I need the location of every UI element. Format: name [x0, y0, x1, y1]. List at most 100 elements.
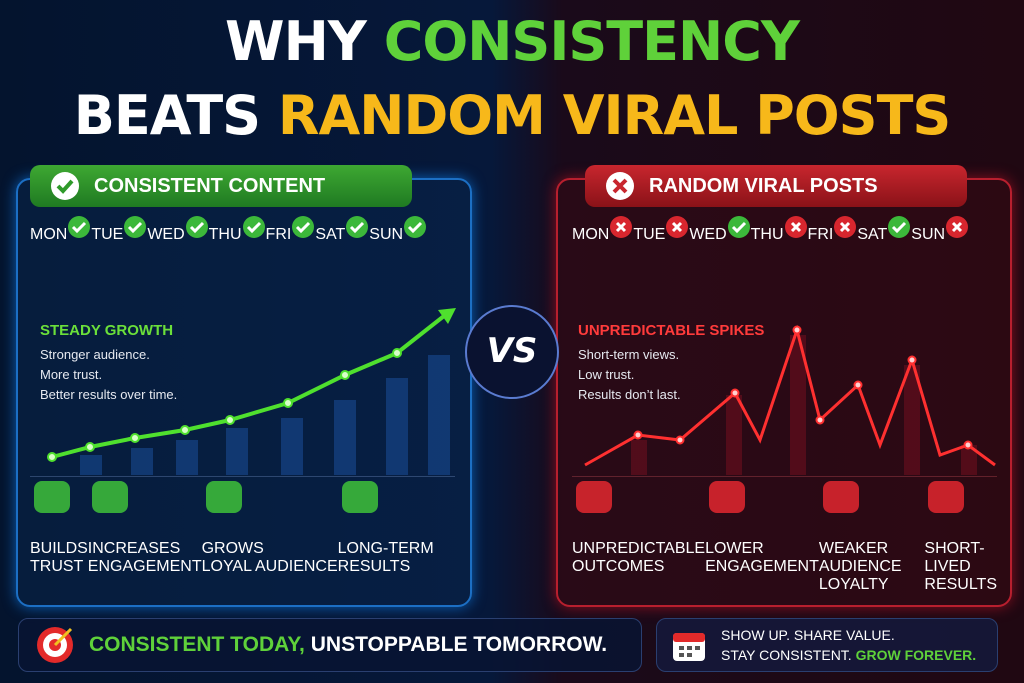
- day: WED: [147, 215, 208, 297]
- day: THU: [751, 215, 808, 297]
- check-icon: [51, 172, 79, 200]
- tagline-green: GROW FOREVER.: [855, 647, 977, 663]
- line: Better results over time.: [40, 387, 178, 402]
- check-icon: [292, 216, 315, 238]
- check-icon: [68, 216, 91, 238]
- day-label: WED: [147, 226, 185, 243]
- benefit: UNPREDICTABLE OUTCOMES: [572, 477, 705, 601]
- benefit-line: RESULTS: [337, 558, 411, 575]
- tagline: SHOW UP. SHARE VALUE. STAY CONSISTENT. G…: [721, 625, 976, 665]
- growth-chart: [47, 308, 456, 475]
- day: WED: [689, 215, 750, 297]
- day: MON: [572, 215, 633, 297]
- right-benefits: UNPREDICTABLE OUTCOMES LOWER ENGAGEMENT WEAK…: [572, 476, 997, 601]
- vs-badge: VS: [465, 305, 559, 399]
- benefit: WEAKER AUDIENCE LOYALTY: [819, 477, 925, 601]
- benefit-line: GROWS: [201, 540, 264, 557]
- benefit: INCREASES ENGAGEMENT: [88, 477, 202, 601]
- day-label: FRI: [265, 226, 292, 243]
- header-text: CONSISTENT CONTENT: [94, 174, 326, 197]
- cross-icon: [666, 216, 689, 238]
- day-label: TUE: [633, 226, 666, 243]
- day-label: SUN: [911, 226, 946, 243]
- benefit: SHORT-LIVED RESULTS: [924, 477, 997, 601]
- check-icon: [185, 216, 208, 238]
- title-word: WHY: [225, 10, 367, 73]
- day: SAT: [315, 215, 369, 297]
- day: SAT: [857, 215, 911, 297]
- right-text: UNPREDICTABLE SPIKES Short-term views. Lo…: [578, 322, 764, 405]
- check-icon: [242, 216, 265, 238]
- line: More trust.: [40, 367, 103, 382]
- right-days: MON TUE WED THU FRI SAT SUN: [572, 215, 997, 297]
- benefit-line: LOYALTY: [818, 576, 889, 593]
- benefit-line: RESULTS: [924, 576, 997, 593]
- benefit-icon: [928, 481, 965, 513]
- benefit-line: INCREASES: [87, 540, 181, 557]
- title-accent: CONSISTENCY: [383, 10, 800, 73]
- benefit-line: ENGAGEMENT: [705, 558, 819, 575]
- day-label: THU: [208, 226, 242, 243]
- check-icon: [404, 216, 427, 238]
- day: FRI: [808, 215, 858, 297]
- cross-icon: [784, 216, 807, 238]
- slogan-green: CONSISTENT TODAY,: [89, 633, 305, 656]
- title-line1: WHY CONSISTENCY: [0, 10, 1024, 73]
- day: SUN: [369, 215, 427, 297]
- line: Results don’t last.: [578, 387, 681, 402]
- benefit-line: BUILDS: [30, 540, 88, 557]
- title-word: BEATS: [73, 84, 261, 147]
- calendar-icon: [673, 633, 705, 661]
- day-label: SAT: [857, 226, 888, 243]
- check-icon: [124, 216, 147, 238]
- benefit-icon: [709, 481, 746, 513]
- day-label: MON: [30, 226, 68, 243]
- target-icon: [37, 627, 73, 663]
- day-label: TUE: [91, 226, 124, 243]
- tagline-white: STAY CONSISTENT.: [721, 647, 852, 663]
- day: THU: [209, 215, 266, 297]
- description: Stronger audience. More trust. Better resu…: [40, 345, 177, 405]
- slogan-white: UNSTOPPABLE TOMORROW.: [310, 633, 608, 656]
- benefit-line: LONG-TERM: [337, 540, 434, 557]
- heading: UNPREDICTABLE SPIKES: [578, 322, 765, 339]
- benefit-line: OUTCOMES: [572, 558, 665, 575]
- line: Short-term views.: [578, 347, 680, 362]
- benefit-line: LOYAL AUDIENCE: [201, 558, 338, 575]
- benefit: LOWER ENGAGEMENT: [705, 477, 819, 601]
- benefit: LONG-TERM RESULTS: [338, 477, 434, 601]
- right-panel: [556, 178, 1012, 607]
- benefit-icon: [822, 481, 859, 513]
- left-benefits: BUILDS TRUST INCREASES ENGAGEMENT GROWS LOYAL…: [30, 476, 455, 601]
- day-label: FRI: [807, 226, 834, 243]
- benefit-icon: [341, 481, 378, 513]
- check-icon: [888, 216, 911, 238]
- cross-icon: [606, 172, 634, 200]
- title-accent: RANDOM VIRAL POSTS: [277, 84, 951, 147]
- tagline-line: SHOW UP. SHARE VALUE.: [721, 627, 895, 643]
- benefit-line: WEAKER AUDIENCE: [818, 540, 902, 575]
- day: SUN: [911, 215, 969, 297]
- heading: STEADY GROWTH: [40, 322, 174, 339]
- benefit-line: TRUST: [30, 558, 84, 575]
- day-label: SAT: [315, 226, 346, 243]
- benefit-line: SHORT-LIVED: [924, 540, 985, 575]
- header-text: RANDOM VIRAL POSTS: [649, 174, 878, 197]
- benefit-line: LOWER: [705, 540, 764, 557]
- left-header: CONSISTENT CONTENT: [30, 165, 412, 207]
- left-text: STEADY GROWTH Stronger audience. More tru…: [40, 322, 177, 405]
- benefit: GROWS LOYAL AUDIENCE: [202, 477, 338, 601]
- spikes-chart: [584, 324, 996, 475]
- benefit-icon: [576, 481, 612, 513]
- day-label: SUN: [369, 226, 404, 243]
- benefit: BUILDS TRUST: [30, 477, 88, 601]
- benefit-line: UNPREDICTABLE: [572, 540, 706, 557]
- vs-text: VS: [487, 331, 538, 371]
- footer-left: CONSISTENT TODAY, UNSTOPPABLE TOMORROW.: [18, 618, 642, 672]
- day-label: WED: [689, 226, 727, 243]
- day-label: MON: [572, 226, 610, 243]
- benefit-icon: [34, 481, 70, 513]
- cross-icon: [834, 216, 857, 238]
- cross-icon: [610, 216, 633, 238]
